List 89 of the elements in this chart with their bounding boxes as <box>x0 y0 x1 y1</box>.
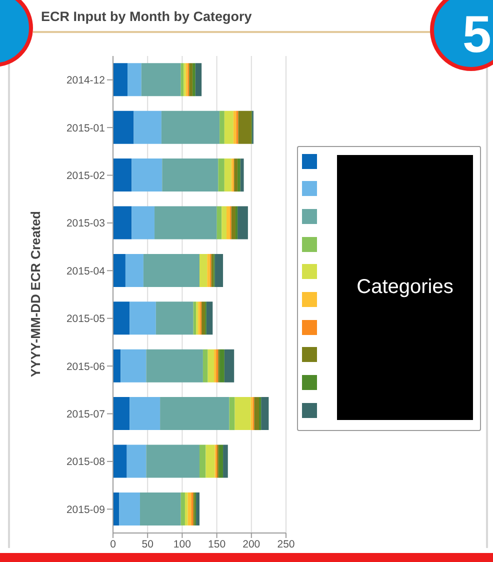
bar <box>224 349 234 382</box>
bar <box>113 302 130 335</box>
bar <box>113 397 130 430</box>
bar <box>238 110 252 144</box>
bar <box>202 302 206 335</box>
bar <box>200 444 206 478</box>
bar <box>132 158 162 192</box>
bar <box>224 158 232 192</box>
bar <box>113 349 121 382</box>
x-tick-label: 100 <box>173 538 192 550</box>
bar <box>130 302 156 335</box>
y-tick-label: 2015-05 <box>66 313 106 326</box>
bar <box>180 492 185 526</box>
bar <box>161 110 220 144</box>
bar <box>193 302 196 335</box>
bar <box>220 110 224 144</box>
bar <box>233 110 236 144</box>
bar <box>189 63 193 96</box>
bar <box>125 254 144 287</box>
bar <box>128 63 142 96</box>
bar <box>218 444 224 478</box>
y-axis-title: YYYY-MM-DD ECR Created <box>28 211 43 378</box>
y-tick-label: 2015-09 <box>66 504 106 516</box>
bar <box>184 492 188 526</box>
bar <box>202 349 208 382</box>
bar <box>224 110 234 144</box>
bar <box>254 397 260 430</box>
chart-title: ECR Input by Month by Category <box>41 9 252 24</box>
y-tick-label: 2015-01 <box>66 122 106 134</box>
bar <box>188 492 192 526</box>
bar <box>126 444 146 478</box>
bar <box>220 349 224 382</box>
bar <box>235 206 238 240</box>
bar <box>231 206 236 240</box>
bar <box>146 349 203 382</box>
bar <box>234 397 251 430</box>
bar <box>240 158 244 192</box>
bar <box>222 206 226 240</box>
x-tick-label: 250 <box>277 538 295 550</box>
bar <box>238 158 240 192</box>
bar <box>132 206 155 240</box>
bar <box>143 254 200 287</box>
bar <box>160 397 230 430</box>
bar <box>234 158 238 192</box>
bar <box>180 63 184 96</box>
bar <box>130 397 160 430</box>
bar <box>223 444 228 478</box>
bar <box>113 254 126 287</box>
y-tick-label: 2015-08 <box>66 456 106 468</box>
y-tick-label: 2015-06 <box>66 360 106 373</box>
bar <box>113 444 127 478</box>
bar <box>141 63 181 96</box>
y-tick-label: 2015-07 <box>66 408 106 420</box>
x-tick-label: 50 <box>142 538 154 550</box>
bar <box>113 206 132 240</box>
bar <box>207 254 210 287</box>
bar <box>238 206 248 240</box>
bar <box>119 492 140 526</box>
bar <box>162 158 218 192</box>
y-tick-label: 2015-04 <box>66 265 106 278</box>
bar <box>214 254 224 287</box>
bar <box>218 158 224 192</box>
x-tick-label: 150 <box>208 538 226 550</box>
x-tick-label: 200 <box>242 538 260 550</box>
legend-title: Categories <box>356 276 454 299</box>
bar <box>261 397 269 430</box>
bar <box>113 63 128 96</box>
bar <box>140 492 181 526</box>
y-tick-label: 2015-03 <box>66 218 106 230</box>
bar <box>156 302 194 335</box>
bar <box>134 110 162 144</box>
bar <box>200 254 208 287</box>
bar <box>208 349 214 382</box>
bar <box>206 302 213 335</box>
bar <box>192 63 196 96</box>
y-tick-label: 2015-02 <box>66 170 106 182</box>
x-tick-label: 0 <box>110 538 116 550</box>
bar <box>206 444 215 478</box>
bar <box>120 349 146 382</box>
bar <box>195 63 202 96</box>
bar <box>216 206 222 240</box>
bar <box>196 492 200 526</box>
bar <box>229 397 235 430</box>
bar <box>113 110 134 144</box>
bar <box>113 158 132 192</box>
bar <box>226 206 230 240</box>
bar <box>154 206 217 240</box>
y-tick-label: 2014-12 <box>66 74 106 87</box>
bar <box>146 444 200 478</box>
